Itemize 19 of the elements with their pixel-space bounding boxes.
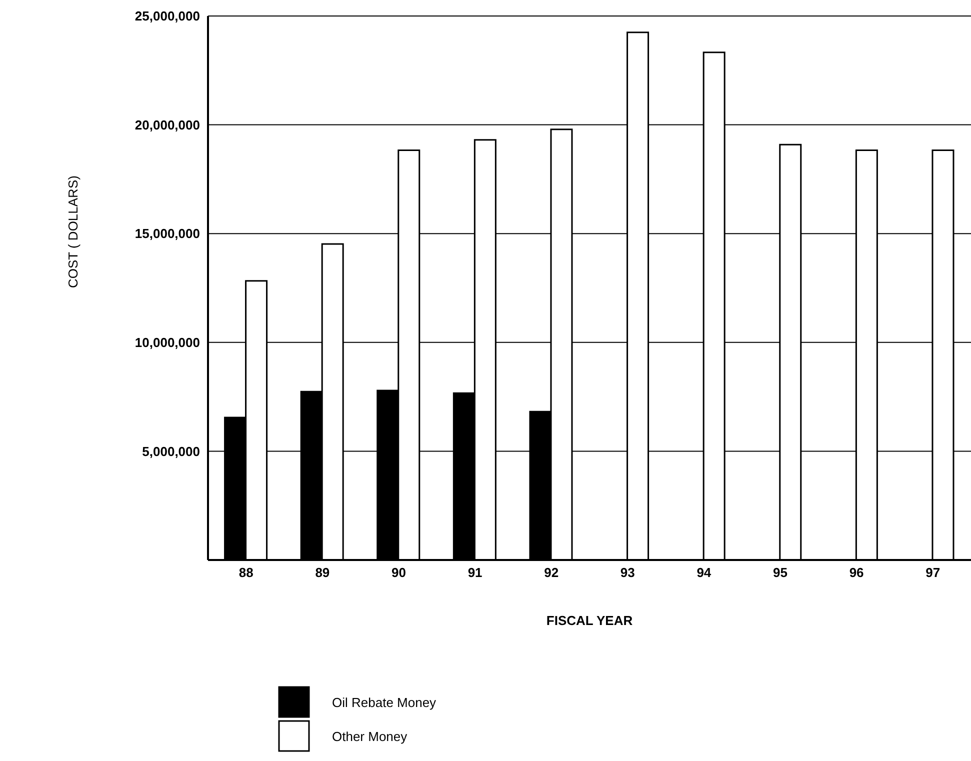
y-tick-label: 15,000,000 xyxy=(134,226,200,242)
x-tick-label: 94 xyxy=(696,565,712,580)
x-tick-label: 90 xyxy=(392,565,406,580)
x-tick-label: 91 xyxy=(468,565,482,580)
legend-label: Other Money xyxy=(332,728,408,744)
y-tick-label: 25,000,000 xyxy=(134,8,200,24)
x-tick-label: 96 xyxy=(849,565,864,580)
x-tick-label: 89 xyxy=(315,565,330,580)
y-tick-label: 10,000,000 xyxy=(134,335,200,350)
x-tick-label: 93 xyxy=(620,565,635,580)
x-tick-label: 95 xyxy=(773,565,788,580)
y-tick-label: 5,000,000 xyxy=(142,444,200,459)
x-tick-label: 92 xyxy=(544,565,559,580)
x-axis-title: FISCAL YEAR xyxy=(546,613,634,628)
x-tick-label: 88 xyxy=(238,565,254,580)
x-tick-label: 97 xyxy=(926,565,940,580)
y-axis-title: COST ( DOLLARS) xyxy=(66,176,81,288)
y-tick-label: 20,000,000 xyxy=(134,117,200,132)
legend-label: Oil Rebate Money xyxy=(332,694,436,710)
